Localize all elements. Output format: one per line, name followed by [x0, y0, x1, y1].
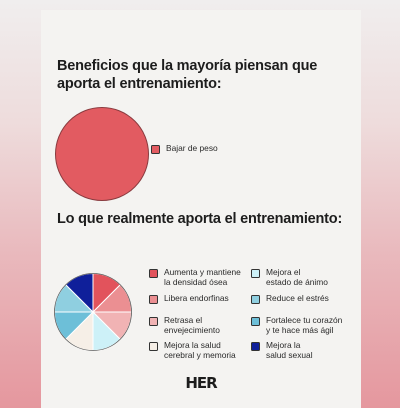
- legend-label: Mejora la salud cerebral y memoria: [164, 340, 236, 360]
- legend-label: Reduce el estrés: [266, 293, 329, 303]
- pie-slice-bajar-de-peso: [55, 107, 149, 201]
- legend-item-bajar-de-peso: Bajar de peso: [151, 143, 218, 154]
- pie-outline: [54, 273, 132, 351]
- legend-swatch: [149, 294, 158, 304]
- legend-swatch: [251, 341, 260, 351]
- legend-label: Mejora el estado de ánimo: [266, 267, 328, 287]
- legend-label: Mejora la salud sexual: [266, 340, 313, 360]
- chart-title-belief: Beneficios que la mayoría piensan que ap…: [57, 58, 318, 92]
- legend-swatch: [251, 294, 260, 304]
- legend-label: Bajar de peso: [166, 143, 218, 153]
- chart-title-reality: Lo que realmente aporta el entrenamiento…: [57, 211, 343, 227]
- legend-label: Fortalece tu corazón y te hace más ágil: [266, 315, 343, 335]
- legend-swatch: [149, 341, 158, 351]
- legend-swatch: [149, 316, 158, 326]
- legend-label: Aumenta y mantiene la densidad ósea: [164, 267, 241, 287]
- legend-swatch: [251, 316, 260, 326]
- legend-label: Libera endorfinas: [164, 293, 229, 303]
- brand-logo: HER: [185, 374, 217, 392]
- legend-item-libera-endorfinas: Libera endorfinas: [149, 293, 229, 304]
- legend-item-mejora-la-salud-cerebral-y-memoria: Mejora la salud cerebral y memoria: [149, 340, 236, 360]
- legend-swatch: [151, 144, 160, 154]
- legend-item-fortalece-tu-corazon-y-te-hace-mas-agil: Fortalece tu corazón y te hace más ágil: [251, 315, 342, 335]
- infographic-card: Beneficios que la mayoría piensan que ap…: [41, 10, 361, 408]
- legend-item-retrasa-el-envejecimiento: Retrasa el envejecimiento: [149, 315, 220, 335]
- legend-item-reduce-el-estres: Reduce el estrés: [251, 293, 329, 304]
- pie-chart-reality: [53, 272, 133, 352]
- legend-item-mejora-el-estado-de-animo: Mejora el estado de ánimo: [251, 267, 328, 287]
- legend-label: Retrasa el envejecimiento: [164, 315, 220, 335]
- legend-swatch: [251, 268, 260, 278]
- pie-chart-belief: [55, 107, 149, 201]
- legend-swatch: [149, 268, 158, 278]
- legend-item-aumenta-y-mantiene-la-densidad-osea: Aumenta y mantiene la densidad ósea: [149, 267, 241, 287]
- legend-item-mejora-la-salud-sexual: Mejora la salud sexual: [251, 340, 313, 360]
